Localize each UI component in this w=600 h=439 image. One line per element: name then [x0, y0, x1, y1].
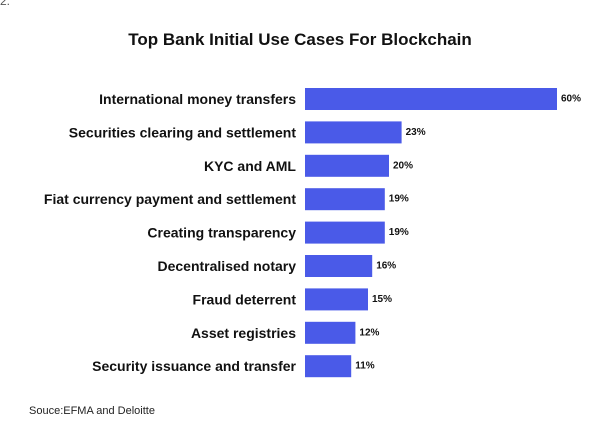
bar: [305, 188, 385, 211]
bar: [305, 121, 402, 144]
category-label: Securities clearing and settlement: [69, 124, 297, 140]
corner-mark: 2.: [0, 0, 11, 8]
source-note: Souce:EFMA and Deloitte: [29, 405, 155, 417]
category-label: Fraud deterrent: [193, 291, 297, 307]
chart-title: Top Bank Initial Use Cases For Blockchai…: [128, 30, 472, 49]
bar: [305, 221, 385, 244]
category-label: Fiat currency payment and settlement: [44, 191, 296, 207]
bar: [305, 355, 352, 378]
value-label: 16%: [376, 261, 396, 272]
bar: [305, 88, 557, 110]
category-label: Security issuance and transfer: [92, 358, 296, 374]
value-label: 15%: [372, 294, 392, 305]
category-label: KYC and AML: [204, 158, 296, 174]
bar: [305, 255, 373, 277]
bar: [305, 154, 389, 177]
bar: [305, 288, 368, 311]
value-label: 23%: [406, 127, 426, 138]
value-label: 19%: [389, 194, 409, 205]
category-label: Decentralised notary: [158, 258, 297, 274]
value-label: 19%: [389, 227, 409, 238]
category-label: Creating transparency: [147, 225, 296, 241]
category-label: Asset registries: [191, 325, 296, 341]
value-label: 12%: [359, 327, 379, 338]
category-label: International money transfers: [99, 91, 296, 107]
value-label: 60%: [561, 94, 581, 105]
value-label: 20%: [393, 160, 413, 171]
value-label: 11%: [355, 361, 375, 372]
bar: [305, 321, 356, 344]
